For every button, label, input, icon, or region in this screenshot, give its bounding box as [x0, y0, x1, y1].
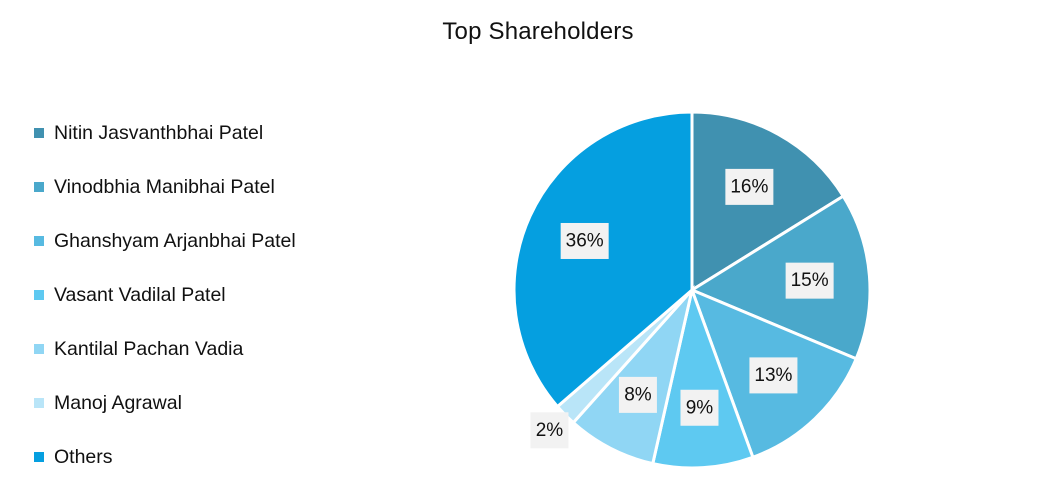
- pie-data-label-0: 16%: [725, 168, 774, 205]
- svg-text:16%: 16%: [730, 176, 768, 197]
- svg-text:9%: 9%: [686, 397, 714, 418]
- pie-slice-3: [650, 284, 755, 470]
- legend-swatch: [34, 128, 44, 138]
- legend-swatch: [34, 236, 44, 246]
- pie-data-label-3: 9%: [680, 389, 719, 426]
- svg-text:13%: 13%: [754, 365, 792, 386]
- legend-label: Vinodbhia Manibhai Patel: [54, 175, 275, 198]
- legend-swatch: [34, 344, 44, 354]
- svg-text:36%: 36%: [566, 230, 604, 251]
- pie-slice-1: [688, 194, 872, 361]
- legend-label: Manoj Agrawal: [54, 391, 182, 414]
- legend-item-kantilal: Kantilal Pachan Vadia: [34, 322, 296, 376]
- svg-text:15%: 15%: [791, 270, 829, 291]
- legend-label: Vasant Vadilal Patel: [54, 283, 226, 306]
- legend-item-manoj: Manoj Agrawal: [34, 376, 296, 430]
- pie-data-label-2: 13%: [749, 357, 798, 394]
- legend-item-ghanshyam: Ghanshyam Arjanbhai Patel: [34, 214, 296, 268]
- legend-swatch: [34, 182, 44, 192]
- legend-label: Others: [54, 445, 113, 468]
- svg-text:8%: 8%: [624, 384, 652, 405]
- legend-item-vasant: Vasant Vadilal Patel: [34, 268, 296, 322]
- legend-swatch: [34, 452, 44, 462]
- pie-data-label-6: 36%: [560, 222, 609, 259]
- svg-text:2%: 2%: [536, 420, 564, 441]
- legend-item-others: Others: [34, 430, 296, 484]
- legend-label: Ghanshyam Arjanbhai Patel: [54, 229, 296, 252]
- chart-legend: Nitin Jasvanthbhai Patel Vinodbhia Manib…: [34, 106, 296, 484]
- pie-data-label-1: 15%: [785, 262, 834, 299]
- legend-label: Kantilal Pachan Vadia: [54, 337, 244, 360]
- legend-item-nitin: Nitin Jasvanthbhai Patel: [34, 106, 296, 160]
- legend-label: Nitin Jasvanthbhai Patel: [54, 121, 264, 144]
- chart-title: Top Shareholders: [442, 18, 634, 45]
- pie-data-label-4: 8%: [618, 376, 657, 413]
- legend-item-vinodbhia: Vinodbhia Manibhai Patel: [34, 160, 296, 214]
- pie-slice-6: [512, 110, 694, 409]
- legend-swatch: [34, 398, 44, 408]
- pie-slice-4: [571, 284, 695, 466]
- legend-swatch: [34, 290, 44, 300]
- pie-data-label-5: 2%: [530, 412, 569, 449]
